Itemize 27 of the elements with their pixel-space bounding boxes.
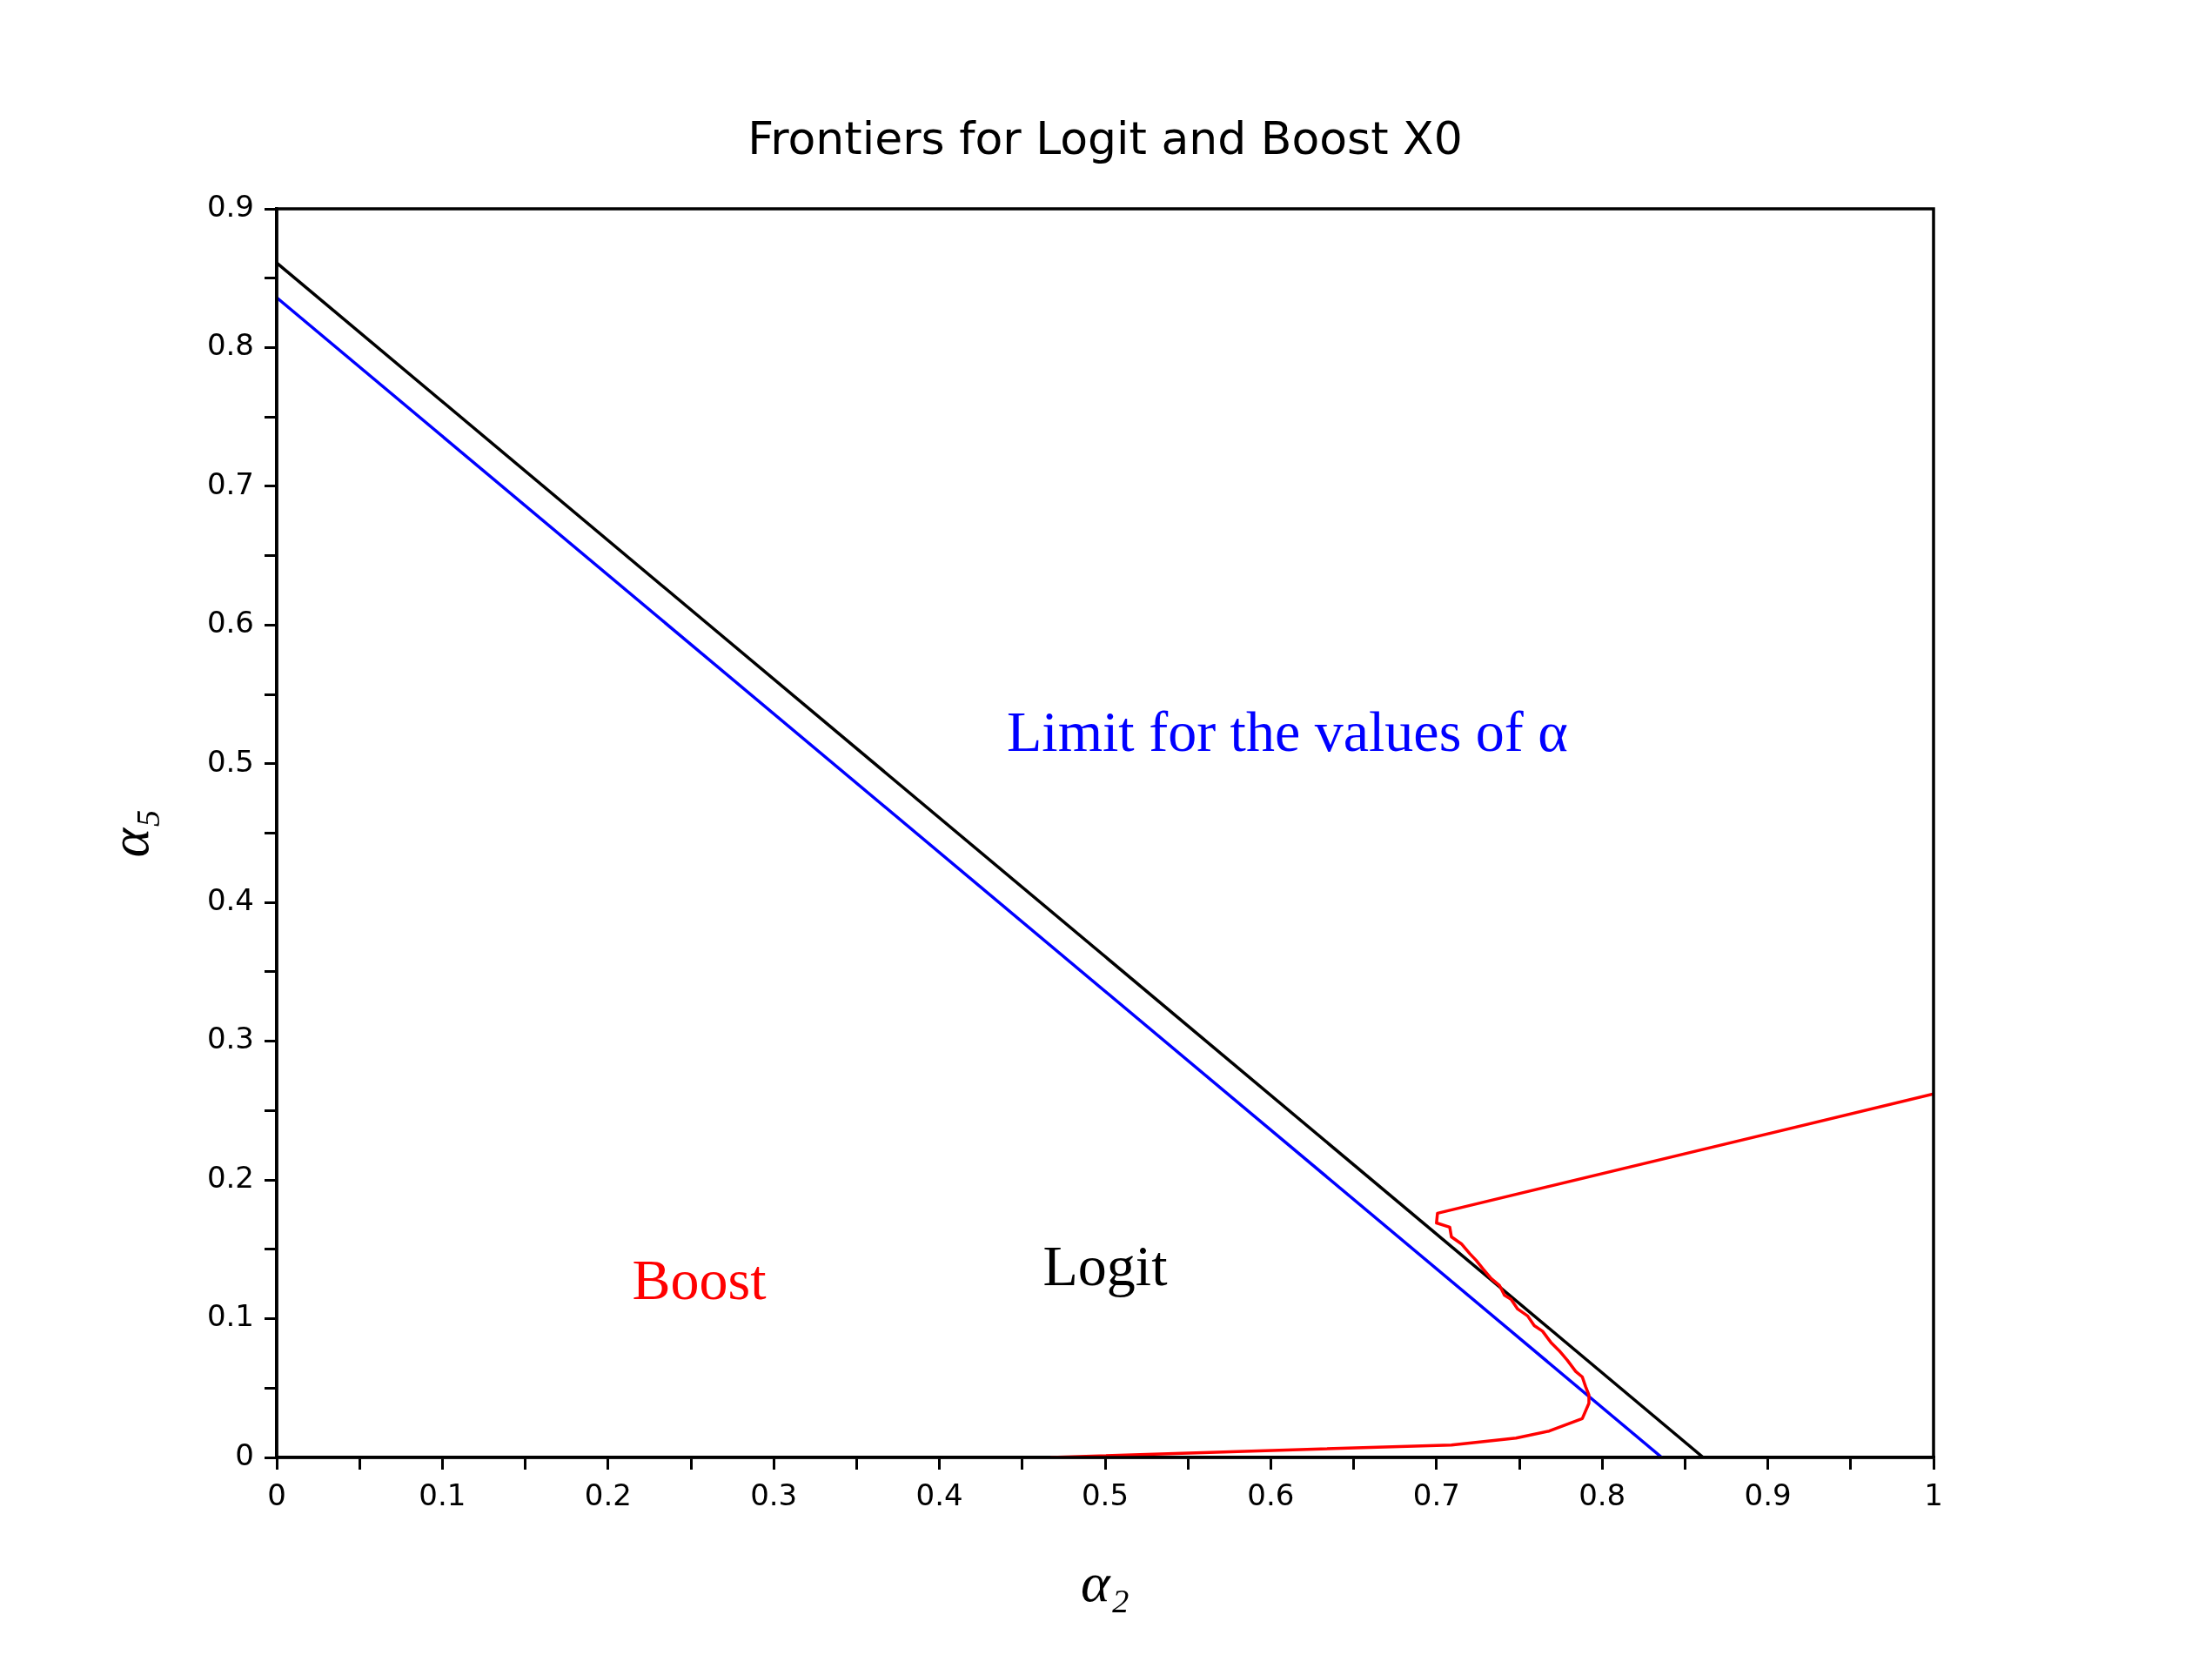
- x-tick-label: 0.2: [584, 1477, 632, 1513]
- y-tick-label: 0.5: [206, 743, 254, 779]
- x-tick-label: 0.8: [1579, 1477, 1626, 1513]
- y-tick-label: 0.3: [206, 1021, 254, 1056]
- x-tick-label: 0.9: [1744, 1477, 1792, 1513]
- text: Boost: [632, 1248, 767, 1312]
- chart-title: Frontiers for Logit and Boost X0: [747, 111, 1463, 164]
- y-tick-label: 0: [235, 1437, 254, 1472]
- x-tick-label: 0.3: [750, 1477, 798, 1513]
- text: Logit: [1042, 1234, 1168, 1298]
- x-tick-label: 0.6: [1247, 1477, 1295, 1513]
- y-tick-label: 0.2: [206, 1159, 254, 1195]
- x-tick-label: 1: [1924, 1477, 1943, 1513]
- series-label: Limit for the values of α: [1006, 700, 1568, 764]
- y-tick-label: 0.7: [206, 466, 254, 501]
- x-tick-label: 0.1: [419, 1477, 466, 1513]
- x-tick-label: 0.5: [1081, 1477, 1129, 1513]
- x-tick-label: 0: [267, 1477, 286, 1513]
- x-axis-title: α₂: [1081, 1551, 1129, 1613]
- y-tick-label: 0.8: [206, 327, 254, 363]
- x-tick-label: 0.4: [915, 1477, 963, 1513]
- x-tick-label: 0.7: [1412, 1477, 1460, 1513]
- y-tick-label: 0.6: [206, 605, 254, 640]
- y-tick-label: 0.1: [206, 1298, 254, 1334]
- y-tick-label: 0.4: [206, 882, 254, 918]
- y-tick-label: 0.9: [206, 188, 254, 224]
- y-axis-title: α₅: [97, 808, 160, 858]
